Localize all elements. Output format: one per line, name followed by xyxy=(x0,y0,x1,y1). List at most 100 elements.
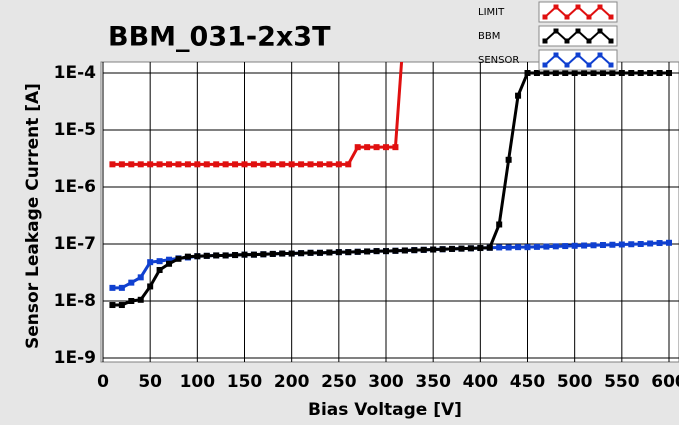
data-point xyxy=(364,248,371,255)
data-point xyxy=(156,266,163,273)
data-point xyxy=(147,161,154,168)
y-tick-label: 1E-6 xyxy=(54,177,96,197)
data-point xyxy=(147,259,154,266)
x-tick-label: 100 xyxy=(180,372,216,392)
data-point xyxy=(571,70,578,76)
data-point xyxy=(618,70,625,76)
data-point xyxy=(599,242,606,249)
data-point xyxy=(109,302,116,309)
legend-marker xyxy=(553,4,559,10)
data-point xyxy=(250,251,257,258)
data-point xyxy=(628,70,635,76)
x-tick-label: 250 xyxy=(321,372,357,392)
data-point xyxy=(637,70,644,76)
data-point xyxy=(194,253,201,260)
data-point xyxy=(298,250,305,257)
data-point xyxy=(505,244,512,251)
data-point xyxy=(232,252,239,259)
y-tick-label: 1E-4 xyxy=(54,63,96,83)
data-point xyxy=(156,258,163,265)
data-point xyxy=(298,161,305,168)
data-point xyxy=(533,243,540,250)
data-point xyxy=(656,240,663,247)
data-point xyxy=(326,161,333,168)
data-point xyxy=(232,161,239,168)
data-point xyxy=(137,274,144,281)
data-point xyxy=(496,221,503,228)
x-tick-label: 300 xyxy=(368,372,404,392)
data-point xyxy=(222,161,229,168)
data-point xyxy=(213,161,220,168)
legend-marker xyxy=(575,52,581,58)
data-point xyxy=(147,283,154,290)
data-point xyxy=(213,252,220,259)
data-point xyxy=(515,244,522,251)
data-point xyxy=(430,246,437,253)
data-point xyxy=(496,244,503,251)
x-axis-label: Bias Voltage [V] xyxy=(308,400,462,420)
data-point xyxy=(515,92,522,99)
data-point xyxy=(279,250,286,257)
data-layer xyxy=(109,13,672,309)
data-point xyxy=(354,144,361,151)
data-point xyxy=(411,247,418,254)
y-tick-label: 1E-9 xyxy=(54,348,96,368)
legend-marker xyxy=(542,14,548,20)
x-tick-label: 500 xyxy=(557,372,593,392)
legend-marker xyxy=(608,14,614,20)
legend-marker xyxy=(553,52,559,58)
data-point xyxy=(354,248,361,255)
data-point xyxy=(590,70,597,76)
data-point xyxy=(449,245,456,252)
data-point xyxy=(241,161,248,168)
data-point xyxy=(269,161,276,168)
x-tick-label: 600 xyxy=(651,372,679,392)
data-point xyxy=(402,13,408,19)
data-point xyxy=(288,250,295,257)
x-tick-label: 550 xyxy=(604,372,640,392)
data-point xyxy=(166,161,173,168)
data-point xyxy=(486,244,493,251)
data-point xyxy=(128,161,135,168)
legend-label: BBM xyxy=(478,31,500,42)
legend-marker xyxy=(575,28,581,34)
data-point xyxy=(628,241,635,248)
data-point xyxy=(345,249,352,256)
legend-label: LIMIT xyxy=(478,7,505,18)
legend-marker xyxy=(564,38,570,44)
data-point xyxy=(609,241,616,248)
data-point xyxy=(307,249,314,256)
data-point xyxy=(175,255,182,262)
legend-marker xyxy=(586,14,592,20)
data-point xyxy=(137,296,144,303)
legend-marker xyxy=(597,52,603,58)
data-point xyxy=(156,161,163,168)
x-tick-label: 350 xyxy=(415,372,451,392)
legend-marker xyxy=(597,28,603,34)
data-point xyxy=(184,161,191,168)
x-tick-label: 0 xyxy=(97,372,109,392)
data-point xyxy=(401,247,408,254)
y-tick-label: 1E-7 xyxy=(54,234,96,254)
data-point xyxy=(269,250,276,257)
data-point xyxy=(533,70,540,76)
data-point xyxy=(194,161,201,168)
data-point xyxy=(392,247,399,254)
data-point xyxy=(647,70,654,76)
data-point xyxy=(524,70,531,76)
data-point xyxy=(109,284,116,291)
legend-marker xyxy=(553,28,559,34)
data-point xyxy=(203,252,210,259)
data-point xyxy=(118,284,125,291)
data-point xyxy=(383,248,389,255)
data-point xyxy=(581,242,588,249)
legend-marker xyxy=(542,62,548,68)
legend-label: SENSOR xyxy=(478,55,519,66)
y-tick-label: 1E-8 xyxy=(54,291,96,311)
data-point xyxy=(618,241,625,248)
grid xyxy=(102,62,679,362)
data-point xyxy=(477,245,484,252)
data-point xyxy=(373,144,380,151)
data-point xyxy=(241,251,248,258)
y-tick-label: 1E-5 xyxy=(54,120,96,140)
